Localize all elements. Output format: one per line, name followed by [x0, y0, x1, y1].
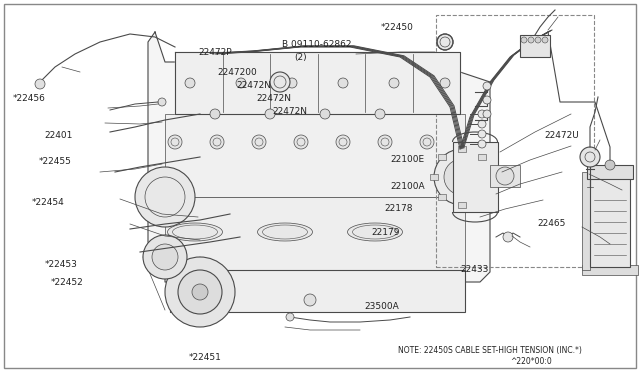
Circle shape: [478, 140, 486, 148]
Ellipse shape: [348, 223, 403, 241]
Circle shape: [483, 110, 491, 118]
Text: 22472P: 22472P: [198, 48, 232, 57]
Circle shape: [444, 159, 480, 195]
Circle shape: [336, 135, 350, 149]
Bar: [165, 197, 465, 272]
Text: 22179: 22179: [371, 228, 400, 237]
Text: 22472N: 22472N: [256, 94, 291, 103]
Ellipse shape: [257, 223, 312, 241]
Bar: [582, 265, 638, 275]
Text: 22100A: 22100A: [390, 182, 425, 190]
Bar: [430, 174, 438, 180]
Bar: [587, 165, 633, 179]
Circle shape: [478, 110, 486, 118]
Text: B 09110-62862: B 09110-62862: [282, 40, 351, 49]
Text: ^220*00:0: ^220*00:0: [510, 357, 552, 366]
Circle shape: [152, 244, 178, 270]
Bar: [520, 35, 550, 57]
Circle shape: [420, 135, 434, 149]
Circle shape: [580, 147, 600, 167]
Circle shape: [535, 37, 541, 43]
Text: *22452: *22452: [51, 278, 84, 287]
Bar: [582, 172, 590, 270]
Bar: [453, 142, 498, 212]
Circle shape: [440, 78, 450, 88]
Bar: [458, 202, 466, 208]
Text: *22453: *22453: [45, 260, 77, 269]
Text: 22472U: 22472U: [544, 131, 579, 140]
Text: *22454: *22454: [32, 198, 65, 207]
Circle shape: [375, 109, 385, 119]
Circle shape: [35, 79, 45, 89]
Circle shape: [434, 149, 490, 205]
Bar: [438, 154, 446, 160]
Circle shape: [210, 135, 224, 149]
Bar: [165, 114, 465, 197]
Text: 23500A: 23500A: [365, 302, 399, 311]
Bar: [590, 172, 630, 267]
Circle shape: [378, 135, 392, 149]
Text: 22401: 22401: [45, 131, 73, 140]
Text: 22472N: 22472N: [237, 81, 272, 90]
Circle shape: [135, 167, 195, 227]
Text: *22455: *22455: [38, 157, 71, 166]
Circle shape: [483, 82, 491, 90]
Circle shape: [605, 160, 615, 170]
Text: 22178: 22178: [384, 204, 413, 213]
Text: NOTE: 22450S CABLE SET-HIGH TENSION (INC.*): NOTE: 22450S CABLE SET-HIGH TENSION (INC…: [398, 346, 582, 355]
Circle shape: [478, 120, 486, 128]
Circle shape: [165, 257, 235, 327]
Circle shape: [185, 78, 195, 88]
Circle shape: [320, 109, 330, 119]
Circle shape: [478, 130, 486, 138]
Circle shape: [437, 34, 453, 50]
Circle shape: [252, 135, 266, 149]
Text: 2247200: 2247200: [218, 68, 257, 77]
Text: 22465: 22465: [538, 219, 566, 228]
Text: (2): (2): [294, 53, 307, 62]
Text: *22450: *22450: [381, 23, 413, 32]
Ellipse shape: [168, 223, 223, 241]
Text: *22456: *22456: [13, 94, 45, 103]
Bar: [458, 146, 466, 152]
Circle shape: [483, 96, 491, 104]
Polygon shape: [175, 52, 460, 114]
Circle shape: [389, 78, 399, 88]
Circle shape: [304, 294, 316, 306]
Circle shape: [496, 167, 514, 185]
Circle shape: [236, 78, 246, 88]
Bar: [490, 165, 520, 187]
Circle shape: [542, 37, 548, 43]
Circle shape: [286, 313, 294, 321]
Circle shape: [521, 37, 527, 43]
Circle shape: [265, 109, 275, 119]
Bar: [170, 270, 465, 312]
Bar: [438, 194, 446, 200]
Circle shape: [287, 78, 297, 88]
Text: *22451: *22451: [189, 353, 221, 362]
Circle shape: [158, 98, 166, 106]
Bar: [478, 154, 486, 160]
Polygon shape: [148, 32, 490, 282]
Circle shape: [210, 109, 220, 119]
Circle shape: [192, 284, 208, 300]
Circle shape: [294, 135, 308, 149]
Circle shape: [338, 78, 348, 88]
Bar: [436, 15, 594, 267]
Circle shape: [270, 72, 290, 92]
Circle shape: [503, 232, 513, 242]
Circle shape: [178, 270, 222, 314]
Circle shape: [528, 37, 534, 43]
Text: 22472N: 22472N: [272, 107, 307, 116]
Text: 22100E: 22100E: [390, 155, 424, 164]
Circle shape: [143, 235, 187, 279]
Circle shape: [168, 135, 182, 149]
Circle shape: [454, 169, 470, 185]
Text: 22433: 22433: [461, 265, 489, 274]
